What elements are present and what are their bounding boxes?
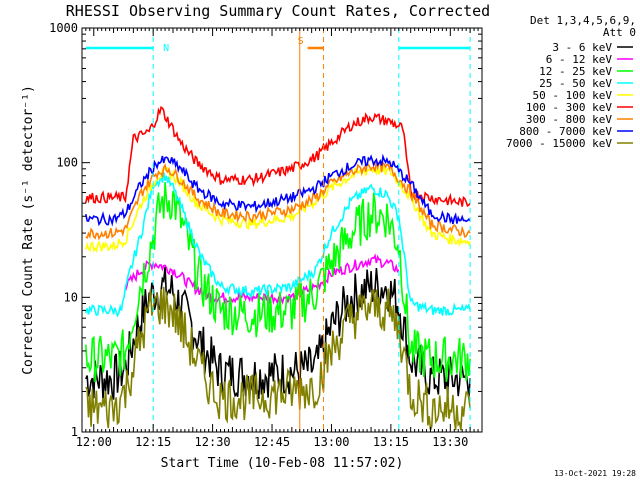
- footer-date: 13-Oct-2021 19:28: [554, 469, 636, 478]
- legend-entry-label: 6 - 12 keV: [546, 53, 613, 66]
- legend-entry-label: 800 - 7000 keV: [519, 125, 612, 138]
- y-tick-label: 1000: [49, 21, 78, 35]
- series-line-7: [85, 160, 471, 241]
- annotation-S-label: S: [298, 36, 304, 47]
- legend-header-line: Det 1,3,4,5,6,9,: [530, 14, 636, 27]
- legend-entry-label: 3 - 6 keV: [552, 41, 612, 54]
- legend-entry-label: 7000 - 15000 keV: [506, 137, 612, 150]
- legend-entry-label: 300 - 800 keV: [526, 113, 612, 126]
- x-axis-label: Start Time (10-Feb-08 11:57:02): [161, 456, 404, 471]
- series-line-2: [124, 253, 400, 306]
- y-axis-label: Corrected Count Rate (s⁻¹ detector⁻¹): [21, 85, 36, 375]
- legend-entry-label: 100 - 300 keV: [526, 101, 612, 114]
- series-line-8: [85, 153, 471, 227]
- annotation-N-label: N: [163, 43, 169, 54]
- series-line-5: [85, 162, 471, 254]
- x-tick-label: 12:00: [76, 435, 112, 449]
- x-tick-label: 13:00: [313, 435, 349, 449]
- chart-title: RHESSI Observing Summary Count Rates, Co…: [66, 2, 490, 20]
- x-tick-label: 12:45: [254, 435, 290, 449]
- x-tick-label: 13:30: [432, 435, 468, 449]
- legend-entry-label: 12 - 25 keV: [539, 65, 612, 78]
- x-tick-label: 13:15: [373, 435, 409, 449]
- series-line-9: [85, 286, 471, 431]
- x-tick-label: 12:15: [135, 435, 171, 449]
- x-tick-label: 12:30: [195, 435, 231, 449]
- y-tick-label: 1: [71, 425, 78, 439]
- series-line-6: [85, 106, 471, 208]
- axis-layer: 12:00 12:15 12:30 12:45 13:00 13:15 13:30 1 10 10…: [49, 21, 483, 449]
- legend-header-line: Att 0: [603, 26, 636, 39]
- y-tick-label: 100: [56, 156, 78, 170]
- series-layer: [85, 106, 471, 431]
- annotation-layer: NS: [85, 28, 471, 432]
- y-tick-label: 10: [64, 290, 78, 304]
- plot-frame: [81, 27, 483, 433]
- series-line-4: [85, 172, 471, 318]
- legend-entry-label: 25 - 50 keV: [539, 77, 612, 90]
- series-line-3: [85, 181, 471, 383]
- legend-entry-label: 50 - 100 keV: [533, 89, 613, 102]
